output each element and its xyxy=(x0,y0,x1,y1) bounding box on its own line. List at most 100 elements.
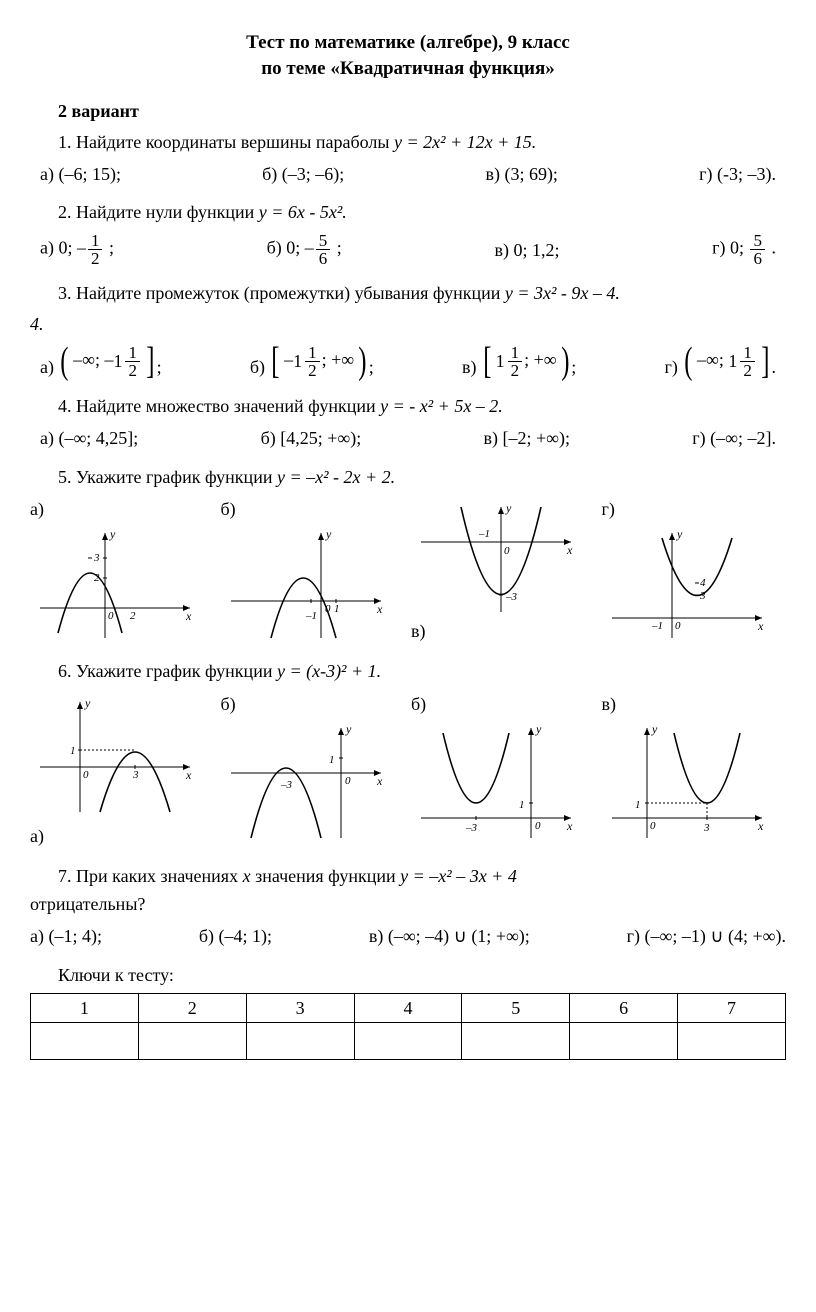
svg-text:y: y xyxy=(345,722,352,736)
q5-graph-b: б) x y 0 –1 1 xyxy=(221,497,406,643)
svg-text:–3: –3 xyxy=(280,779,293,791)
q2-a-num: 1 xyxy=(88,232,103,250)
svg-text:2: 2 xyxy=(130,610,136,622)
q1-formula: y = 2x² + 12x + 15. xyxy=(394,132,536,152)
svg-text:y: y xyxy=(651,722,658,736)
q6-v-l: в) xyxy=(602,692,787,716)
svg-text:3: 3 xyxy=(93,552,100,564)
q2-g-pre: г) 0; xyxy=(712,238,748,258)
q3-a: а) ( –∞; –112 ] ; xyxy=(40,342,162,380)
q6-graph-b1: б) x y 0 –3 1 xyxy=(221,692,406,848)
svg-text:x: x xyxy=(566,543,573,557)
q3g-n: 1 xyxy=(740,344,755,362)
q2-b-num: 5 xyxy=(316,232,331,250)
svg-text:0: 0 xyxy=(504,545,510,557)
q3-g: г) ( –∞; 112 ] . xyxy=(664,342,776,380)
q4-g: г) (–∞; –2]. xyxy=(692,426,776,450)
key-1: 1 xyxy=(31,994,139,1023)
q3g-1: 1 xyxy=(728,349,737,373)
q2: 2. Найдите нули функции y = 6x - 5x². xyxy=(58,200,786,224)
q5-text: 5. Укажите график функции xyxy=(58,467,277,487)
q1-v: в) (3; 69); xyxy=(485,162,557,186)
svg-text:y: y xyxy=(535,722,542,736)
q5-a-l: а) xyxy=(30,497,215,521)
q3-formula: y = 3x² - 9x – 4. xyxy=(505,283,620,303)
q3g-d: 2 xyxy=(740,362,755,379)
q3v-1: 1 xyxy=(496,349,505,373)
svg-text:y: y xyxy=(325,527,332,541)
q4-a: а) (–∞; 4,25]; xyxy=(40,426,138,450)
q3b-n: 1 xyxy=(305,344,320,362)
q4-answers: а) (–∞; 4,25]; б) [4,25; +∞); в) [–2; +∞… xyxy=(40,426,776,450)
q1-b: б) (–3; –6); xyxy=(262,162,344,186)
key-5: 5 xyxy=(462,994,570,1023)
q2-a-den: 2 xyxy=(88,250,103,267)
q1-text: 1. Найдите координаты вершины параболы xyxy=(58,132,394,152)
keys-label: Ключи к тесту: xyxy=(58,963,786,987)
q7-x: x xyxy=(243,866,251,886)
title-1: Тест по математике (алгебре), 9 класс xyxy=(246,32,570,53)
svg-text:4: 4 xyxy=(700,577,706,589)
q3a-1: 1 xyxy=(113,349,122,373)
q5-graph-g: г) x y 0 –1 4 3 xyxy=(602,497,787,643)
svg-text:x: x xyxy=(376,774,383,788)
q6-graphs: x y 0 1 3 а) б) x y 0 –3 1 xyxy=(30,692,786,848)
q3-v-l: в) xyxy=(462,357,477,377)
q7-tail: отрицательны? xyxy=(30,892,786,916)
svg-text:0: 0 xyxy=(108,610,114,622)
q5-v-l: в) xyxy=(411,619,596,643)
svg-text:0: 0 xyxy=(535,820,541,832)
key-2: 2 xyxy=(138,994,246,1023)
svg-text:1: 1 xyxy=(70,745,76,757)
svg-text:–1: –1 xyxy=(305,610,317,622)
key-3: 3 xyxy=(246,994,354,1023)
svg-text:–3: –3 xyxy=(465,822,478,834)
q3a-n: 1 xyxy=(125,344,140,362)
q1-answers: а) (–6; 15); б) (–3; –6); в) (3; 69); г)… xyxy=(40,162,776,186)
q2-b-den: 6 xyxy=(316,250,331,267)
q2-b: б) 0; –56 ; xyxy=(267,232,342,267)
q6-b2-l: б) xyxy=(411,692,596,716)
q4: 4. Найдите множество значений функции y … xyxy=(58,394,786,418)
svg-text:x: x xyxy=(185,768,192,782)
q6-graph-v: в) x y 0 3 1 xyxy=(602,692,787,848)
svg-text:1: 1 xyxy=(334,603,340,615)
q3-a-l: а) xyxy=(40,357,54,377)
q1: 1. Найдите координаты вершины параболы y… xyxy=(58,130,786,154)
q3b-1: 1 xyxy=(293,349,302,373)
svg-text:x: x xyxy=(757,819,764,833)
q6-graph-a: x y 0 1 3 а) xyxy=(30,692,215,848)
q2-v: в) 0; 1,2; xyxy=(494,238,559,262)
key-4: 4 xyxy=(354,994,462,1023)
q6-formula: y = (x-3)² + 1. xyxy=(277,661,381,681)
q2-formula: y = 6x - 5x². xyxy=(259,202,347,222)
q6: 6. Укажите график функции y = (x-3)² + 1… xyxy=(58,659,786,683)
keys-empty-row xyxy=(31,1023,786,1060)
svg-text:y: y xyxy=(109,527,116,541)
q3-b: б) [ –112; +∞ ) ; xyxy=(250,342,374,380)
svg-text:1: 1 xyxy=(329,754,335,766)
q6-a-l: а) xyxy=(30,824,215,848)
q2-g: г) 0; 56 . xyxy=(712,232,776,267)
q7-answers: а) (–1; 4); б) (–4; 1); в) (–∞; –4) ∪ (1… xyxy=(30,924,786,948)
title-2: по теме «Квадратичная функция» xyxy=(261,58,555,79)
q2-g-den: 6 xyxy=(750,250,765,267)
svg-text:–1: –1 xyxy=(651,620,663,632)
q6-text: 6. Укажите график функции xyxy=(58,661,277,681)
svg-text:x: x xyxy=(185,609,192,623)
svg-text:0: 0 xyxy=(83,769,89,781)
q2-a: а) 0; –12 ; xyxy=(40,232,114,267)
q2-a-pre: а) 0; – xyxy=(40,238,86,258)
svg-text:3: 3 xyxy=(132,769,139,781)
q3-tail: 4. xyxy=(30,312,786,336)
q3: 3. Найдите промежуток (промежутки) убыва… xyxy=(58,281,786,305)
svg-text:0: 0 xyxy=(345,775,351,787)
q2-g-num: 5 xyxy=(750,232,765,250)
q2-answers: а) 0; –12 ; б) 0; –56 ; в) 0; 1,2; г) 0;… xyxy=(40,232,776,267)
svg-text:x: x xyxy=(757,619,764,633)
keys-table: 1 2 3 4 5 6 7 xyxy=(30,993,786,1060)
q7-formula: y = –x² – 3x + 4 xyxy=(400,866,517,886)
q6-b1-l: б) xyxy=(221,692,406,716)
q4-formula: y = - x² + 5x – 2. xyxy=(380,396,503,416)
q3a-d: 2 xyxy=(125,362,140,379)
